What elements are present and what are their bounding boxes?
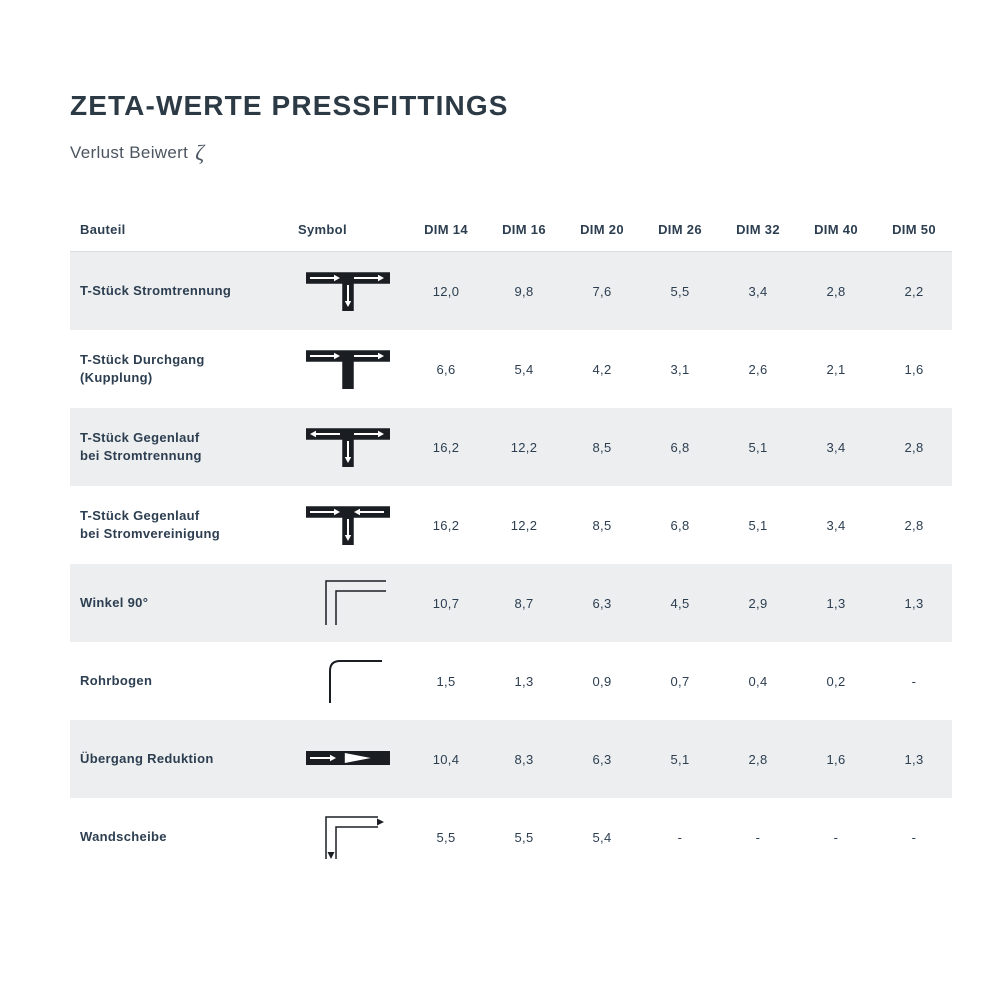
cell-value: -	[874, 642, 952, 720]
cell-value: 6,3	[562, 720, 640, 798]
cell-value: -	[718, 798, 796, 876]
table-row: Rohrbogen 1,51,30,90,70,40,2-	[70, 642, 952, 720]
subtitle-text: Verlust Beiwert	[70, 143, 193, 162]
cell-value: 3,4	[796, 408, 874, 486]
col-name: Bauteil	[70, 208, 288, 252]
table-row: T-Stück Gegenlaufbei Stromtrennung 16,212…	[70, 408, 952, 486]
cell-value: 1,5	[406, 642, 484, 720]
row-name: Rohrbogen	[70, 642, 288, 720]
table-row: Winkel 90°10,78,76,34,52,91,31,3	[70, 564, 952, 642]
table-row: T-Stück Stromtrennung 12,09,87,65,53,42,8…	[70, 252, 952, 331]
cell-value: -	[874, 798, 952, 876]
cell-value: 1,3	[796, 564, 874, 642]
cell-value: 4,5	[640, 564, 718, 642]
cell-value: 6,3	[562, 564, 640, 642]
row-name: T-Stück Stromtrennung	[70, 252, 288, 331]
cell-value: 1,6	[874, 330, 952, 408]
row-name: Winkel 90°	[70, 564, 288, 642]
cell-value: 12,2	[484, 408, 562, 486]
bend-icon	[288, 642, 406, 720]
table-row: T-Stück Durchgang (Kupplung) 6,65,44,23,1…	[70, 330, 952, 408]
row-name: T-Stück Durchgang (Kupplung)	[70, 330, 288, 408]
col-dim-3: DIM 26	[640, 208, 718, 252]
cell-value: -	[640, 798, 718, 876]
cell-value: 1,3	[874, 564, 952, 642]
cell-value: 5,1	[718, 408, 796, 486]
cell-value: 2,8	[874, 486, 952, 564]
cell-value: 2,6	[718, 330, 796, 408]
cell-value: 7,6	[562, 252, 640, 331]
page-title: ZETA-WERTE PRESSFITTINGS	[70, 90, 950, 122]
cell-value: 5,4	[484, 330, 562, 408]
cell-value: 5,5	[406, 798, 484, 876]
tee-split-icon	[288, 252, 406, 331]
row-name: T-Stück Gegenlaufbei Stromtrennung	[70, 408, 288, 486]
cell-value: 2,1	[796, 330, 874, 408]
cell-value: 8,5	[562, 486, 640, 564]
cell-value: 0,2	[796, 642, 874, 720]
col-dim-4: DIM 32	[718, 208, 796, 252]
wall-plate-icon	[288, 798, 406, 876]
col-symbol: Symbol	[288, 208, 406, 252]
tee-counter-split-icon	[288, 408, 406, 486]
reducer-icon	[288, 720, 406, 798]
cell-value: 6,8	[640, 486, 718, 564]
cell-value: 16,2	[406, 408, 484, 486]
cell-value: 5,4	[562, 798, 640, 876]
cell-value: 9,8	[484, 252, 562, 331]
cell-value: 0,9	[562, 642, 640, 720]
col-dim-1: DIM 16	[484, 208, 562, 252]
cell-value: 8,5	[562, 408, 640, 486]
cell-value: 2,8	[796, 252, 874, 331]
cell-value: 6,6	[406, 330, 484, 408]
col-dim-6: DIM 50	[874, 208, 952, 252]
table-row: Übergang Reduktion 10,48,36,35,12,81,61,3	[70, 720, 952, 798]
elbow-90-icon	[288, 564, 406, 642]
row-name: Übergang Reduktion	[70, 720, 288, 798]
col-dim-2: DIM 20	[562, 208, 640, 252]
subtitle: Verlust Beiwert ζ	[70, 140, 950, 166]
cell-value: 16,2	[406, 486, 484, 564]
cell-value: 5,1	[718, 486, 796, 564]
row-name: T-Stück Gegenlaufbei Stromvereinigung	[70, 486, 288, 564]
cell-value: 12,0	[406, 252, 484, 331]
cell-value: 2,9	[718, 564, 796, 642]
col-dim-0: DIM 14	[406, 208, 484, 252]
cell-value: 10,7	[406, 564, 484, 642]
cell-value: 8,7	[484, 564, 562, 642]
cell-value: 1,6	[796, 720, 874, 798]
cell-value: -	[796, 798, 874, 876]
cell-value: 3,4	[796, 486, 874, 564]
cell-value: 2,8	[718, 720, 796, 798]
cell-value: 6,8	[640, 408, 718, 486]
cell-value: 0,7	[640, 642, 718, 720]
cell-value: 10,4	[406, 720, 484, 798]
cell-value: 3,4	[718, 252, 796, 331]
cell-value: 0,4	[718, 642, 796, 720]
cell-value: 2,8	[874, 408, 952, 486]
tee-counter-merge-icon	[288, 486, 406, 564]
cell-value: 1,3	[484, 642, 562, 720]
cell-value: 12,2	[484, 486, 562, 564]
cell-value: 4,2	[562, 330, 640, 408]
cell-value: 2,2	[874, 252, 952, 331]
cell-value: 5,1	[640, 720, 718, 798]
col-dim-5: DIM 40	[796, 208, 874, 252]
cell-value: 5,5	[640, 252, 718, 331]
table-header-row: Bauteil Symbol DIM 14 DIM 16 DIM 20 DIM …	[70, 208, 952, 252]
cell-value: 8,3	[484, 720, 562, 798]
row-name: Wandscheibe	[70, 798, 288, 876]
cell-value: 5,5	[484, 798, 562, 876]
cell-value: 1,3	[874, 720, 952, 798]
table-row: Wandscheibe5,55,55,4----	[70, 798, 952, 876]
cell-value: 3,1	[640, 330, 718, 408]
zeta-table: Bauteil Symbol DIM 14 DIM 16 DIM 20 DIM …	[70, 208, 952, 876]
table-row: T-Stück Gegenlaufbei Stromvereinigung 16,…	[70, 486, 952, 564]
tee-through-icon	[288, 330, 406, 408]
zeta-symbol: ζ	[195, 140, 204, 166]
